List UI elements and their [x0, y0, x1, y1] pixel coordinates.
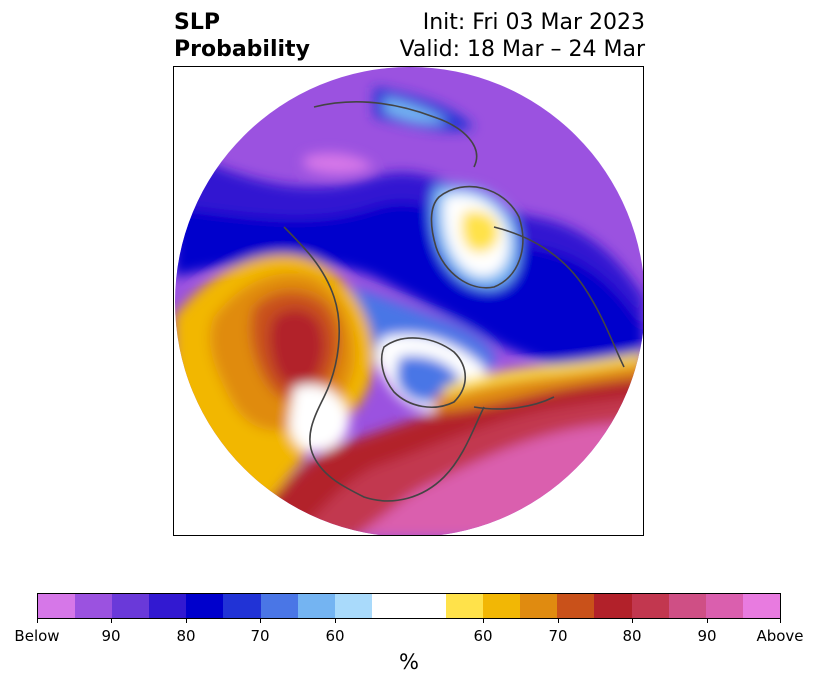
polar-map [175, 67, 644, 537]
colorbar-tick-label: 90 [101, 627, 121, 645]
map-frame [173, 66, 644, 537]
colorbar-tickmark [260, 619, 261, 623]
probability-field [175, 67, 644, 537]
colorbar-tickmark [707, 619, 708, 623]
colorbar-tick-label: 70 [250, 627, 270, 645]
colorbar-segment [223, 594, 261, 618]
colorbar-segment [446, 594, 484, 618]
colorbar-tick-label: Below [14, 627, 60, 645]
colorbar-segment [631, 594, 669, 618]
colorbar-tick-label: 60 [473, 627, 493, 645]
colorbar-tickmark [632, 619, 633, 623]
colorbar-tickmark [335, 619, 336, 623]
colorbar-segment [483, 594, 521, 618]
colorbar-segment [112, 594, 150, 618]
colorbar-segment [260, 594, 298, 618]
colorbar-tick-label: 90 [697, 627, 717, 645]
colorbar-tick-label: 60 [325, 627, 345, 645]
colorbar-segment [557, 594, 595, 618]
colorbar-unit-label: % [399, 650, 419, 674]
colorbar-segment [334, 594, 372, 618]
colorbar [37, 593, 781, 619]
colorbar-tickmark [780, 619, 781, 623]
colorbar-tickmark [558, 619, 559, 623]
colorbar-tick-label: 80 [622, 627, 642, 645]
colorbar-tickmark [111, 619, 112, 623]
colorbar-segment [297, 594, 335, 618]
colorbar-segment [371, 594, 447, 618]
colorbar-tickmark [483, 619, 484, 623]
colorbar-tickmark [186, 619, 187, 623]
colorbar-segment [149, 594, 187, 618]
title-variable-line1: SLP [174, 10, 220, 35]
title-variable-line2: Probability [174, 37, 310, 62]
map-title-dates: Init: Fri 03 Mar 2023 Valid: 18 Mar – 24… [400, 9, 645, 63]
colorbar-segment [520, 594, 558, 618]
colorbar-tickmark [37, 619, 38, 623]
colorbar-segment [742, 594, 780, 618]
colorbar-segment [705, 594, 743, 618]
colorbar-segment [186, 594, 224, 618]
colorbar-tick-label: Above [756, 627, 804, 645]
colorbar-segment [594, 594, 632, 618]
map-title-variable: SLP Probability [174, 9, 310, 63]
colorbar-tick-label: 80 [176, 627, 196, 645]
valid-range: Valid: 18 Mar – 24 Mar [399, 37, 645, 62]
colorbar-segment [75, 594, 113, 618]
init-date: Init: Fri 03 Mar 2023 [422, 10, 645, 35]
colorbar-tick-label: 70 [548, 627, 568, 645]
colorbar-segment [38, 594, 76, 618]
colorbar-segment [668, 594, 706, 618]
coastlines [283, 101, 625, 502]
